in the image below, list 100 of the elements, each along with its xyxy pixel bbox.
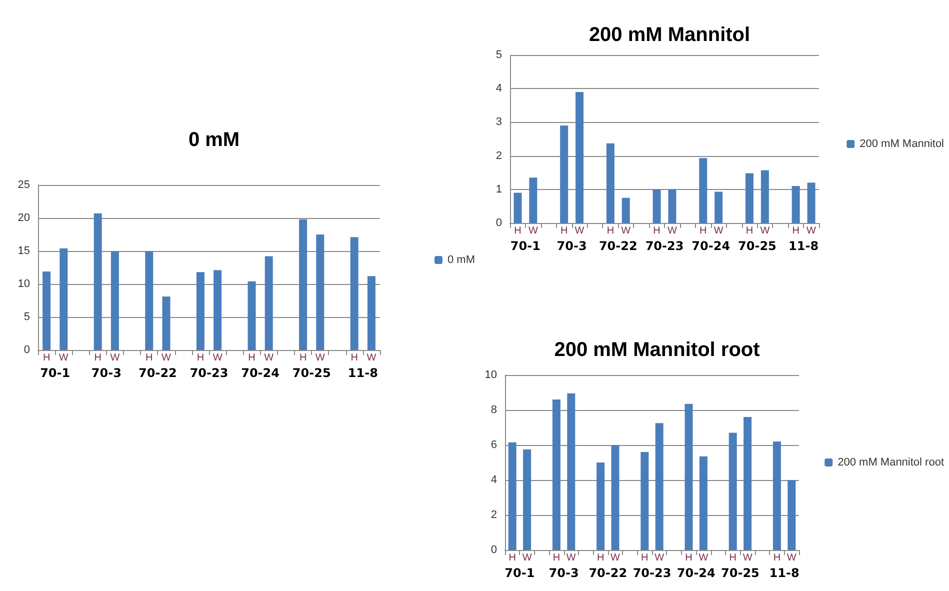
x-tick-label: H (773, 552, 781, 564)
x-tick-label: W (714, 226, 724, 236)
legend-label: 200 mM Mannitol root (838, 456, 944, 468)
text: 70-3 (556, 239, 587, 253)
text: 70-24 (241, 366, 280, 380)
text: 70-23 (645, 239, 684, 253)
chart-title: 200 mM Mannitol root (554, 339, 760, 361)
bar (684, 404, 693, 550)
bar (744, 417, 752, 550)
text: 70-3 (548, 566, 579, 580)
bar (714, 192, 723, 223)
bar (760, 170, 769, 223)
y-tick-label: 0 (490, 544, 497, 556)
y-tick-label: 10 (18, 278, 30, 290)
bar (596, 462, 605, 550)
text: 70-25 (738, 239, 776, 253)
bar (94, 213, 102, 350)
text: 70-25 (292, 366, 331, 380)
x-tick-label: W (58, 352, 69, 364)
x-tick-label: H (350, 352, 358, 364)
x-tick-label: W (574, 226, 585, 236)
text: 70-22 (138, 366, 177, 380)
bar (622, 198, 630, 223)
text: 70-3 (91, 366, 122, 380)
bar (529, 178, 538, 223)
y-tick-label: 8 (490, 404, 497, 416)
y-tick-label: 0 (24, 344, 30, 356)
bar (668, 189, 676, 223)
bar (248, 281, 256, 350)
y-tick-label: 2 (496, 150, 502, 162)
x-tick-label: W (162, 352, 172, 364)
y-tick-label: 3 (496, 116, 502, 128)
x-tick-label: W (566, 552, 576, 564)
x-tick-label: W (110, 352, 120, 364)
bar (110, 251, 119, 350)
bar (611, 445, 620, 550)
x-tick-label: H (94, 352, 102, 364)
y-tick-label: 1 (496, 183, 502, 196)
x-tick-label: H (792, 226, 800, 236)
text: 70-23 (632, 566, 672, 580)
y-tick-label: 10 (484, 369, 497, 381)
x-tick-label: H (196, 352, 204, 364)
bar (367, 276, 376, 350)
x-tick-label: W (742, 552, 753, 564)
x-tick-label: H (552, 552, 560, 564)
x-tick-label: H (653, 226, 660, 236)
y-tick-label: 2 (490, 509, 497, 521)
bar (788, 480, 796, 550)
bar (145, 251, 154, 350)
x-tick-label: H (248, 352, 256, 364)
bar (42, 271, 51, 350)
y-tick-label: 0 (496, 217, 502, 229)
bar (299, 219, 308, 350)
text: 11-8 (348, 366, 378, 380)
x-tick-label: H (606, 226, 614, 236)
x-tick-label: H (700, 226, 707, 236)
y-tick-label: 5 (496, 49, 502, 61)
bar (350, 237, 358, 350)
bar (162, 296, 170, 350)
text: 70-1 (40, 366, 70, 380)
text: 70-23 (190, 366, 228, 380)
text: 70-25 (721, 566, 760, 580)
bar (514, 192, 522, 223)
bar (606, 143, 614, 223)
x-tick-label: W (315, 352, 326, 364)
x-tick-label: H (560, 226, 568, 236)
bar (264, 256, 273, 350)
bar (652, 189, 661, 223)
text: 11-8 (769, 566, 800, 580)
y-tick-label: 20 (18, 212, 30, 224)
y-tick-label: 6 (490, 439, 497, 451)
x-tick-label: W (366, 352, 377, 364)
text: 70-22 (598, 239, 638, 253)
bar (745, 173, 754, 223)
bar (60, 248, 68, 350)
bar (576, 92, 584, 223)
x-tick-label: H (596, 552, 604, 564)
y-tick-label: 25 (18, 179, 30, 191)
x-tick-label: W (610, 552, 621, 564)
bar (772, 442, 781, 550)
y-tick-label: 15 (18, 245, 30, 257)
bar (560, 126, 568, 223)
bar (640, 452, 649, 550)
bar (807, 182, 816, 223)
x-tick-label: H (146, 352, 153, 364)
x-tick-label: W (522, 552, 532, 564)
text: 70-1 (510, 239, 540, 253)
bar (699, 158, 708, 223)
bar (523, 449, 532, 550)
bar (196, 272, 204, 350)
x-tick-label: W (698, 552, 709, 564)
x-tick-label: H (299, 352, 307, 364)
text: 70-24 (676, 566, 716, 580)
text: 70-24 (692, 239, 730, 253)
bar (567, 393, 576, 550)
y-tick-label: 4 (490, 474, 497, 486)
bar (552, 400, 560, 550)
bar (316, 234, 324, 350)
x-tick-label: W (806, 226, 817, 236)
x-tick-label: H (685, 552, 692, 564)
